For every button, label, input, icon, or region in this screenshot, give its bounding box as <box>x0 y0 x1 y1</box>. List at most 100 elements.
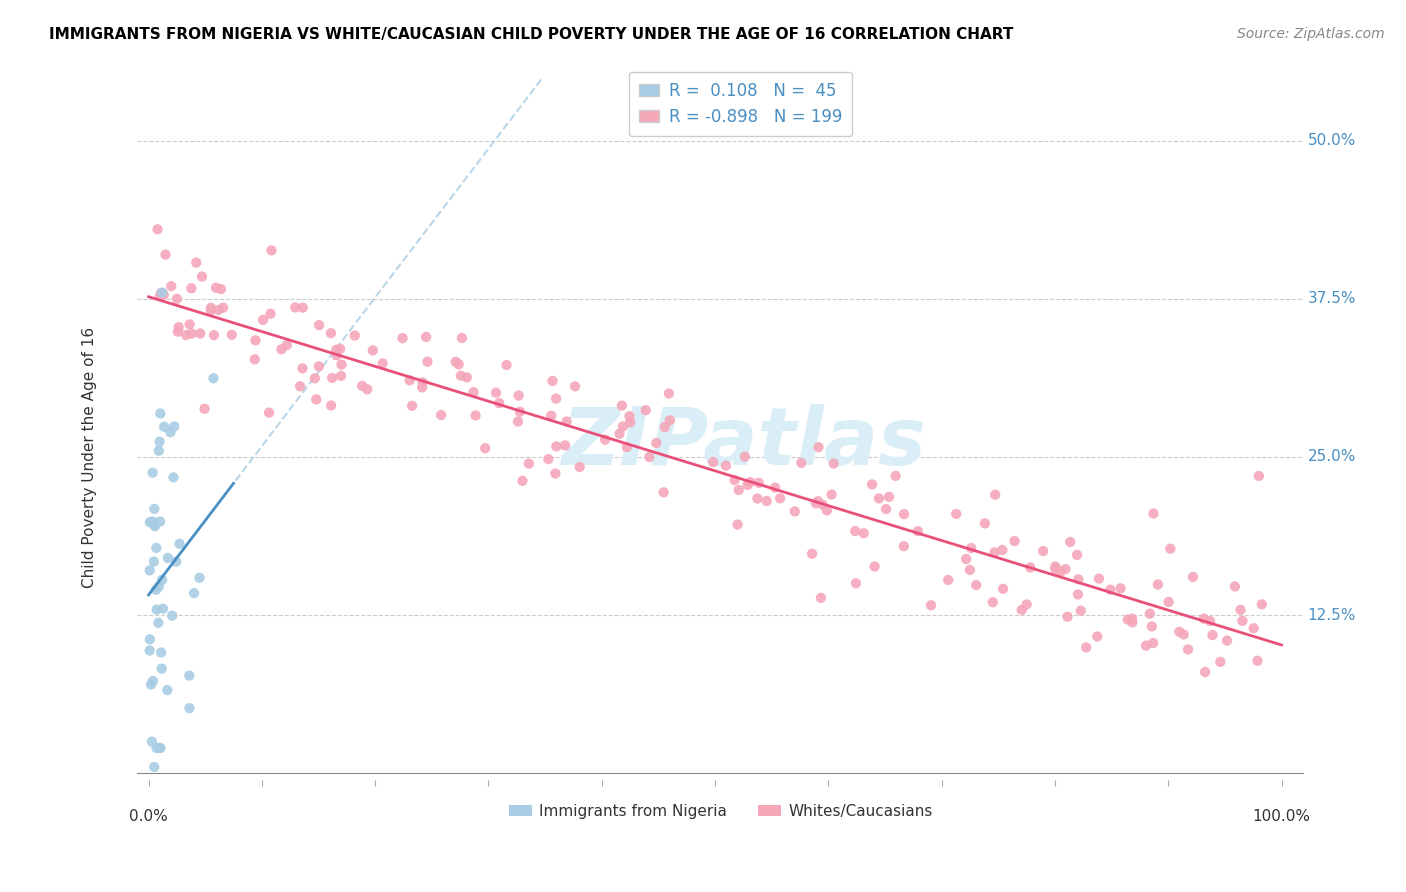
Point <box>145 582 167 597</box>
Point <box>517 457 540 471</box>
Point <box>252 313 274 327</box>
Point <box>139 515 162 529</box>
Point <box>191 269 214 284</box>
Text: IMMIGRANTS FROM NIGERIA VS WHITE/CAUCASIAN CHILD POVERTY UNDER THE AGE OF 16 COR: IMMIGRANTS FROM NIGERIA VS WHITE/CAUCASI… <box>49 27 1014 42</box>
Point <box>747 491 769 506</box>
Point <box>200 303 222 318</box>
Point <box>555 415 578 429</box>
Point <box>540 409 562 423</box>
Point <box>330 368 353 383</box>
Point <box>485 385 508 400</box>
Point <box>149 515 172 529</box>
Point <box>1067 587 1090 601</box>
Point <box>1099 582 1122 597</box>
Point <box>755 494 778 508</box>
Point <box>488 396 510 410</box>
Point <box>783 504 806 518</box>
Point <box>361 343 384 358</box>
Point <box>1121 615 1143 630</box>
Point <box>474 441 496 455</box>
Point <box>179 701 201 715</box>
Point <box>145 741 167 756</box>
Point <box>1070 604 1092 618</box>
Point <box>860 477 883 491</box>
Point <box>243 352 266 367</box>
Point <box>763 481 786 495</box>
Point <box>156 683 179 698</box>
Point <box>245 334 267 348</box>
Point <box>769 491 792 506</box>
Point <box>165 555 187 569</box>
Point <box>1209 655 1232 669</box>
Point <box>907 524 929 538</box>
Point <box>740 475 762 489</box>
Point <box>1121 612 1143 626</box>
Point <box>276 338 298 352</box>
Point <box>308 318 330 332</box>
Point <box>150 573 173 587</box>
Point <box>959 563 981 577</box>
Point <box>1232 614 1254 628</box>
Point <box>1140 619 1163 633</box>
Point <box>1076 640 1098 655</box>
Point <box>209 282 232 296</box>
Text: 0.0%: 0.0% <box>129 809 167 823</box>
Point <box>1067 572 1090 586</box>
Point <box>179 318 201 332</box>
Point <box>609 426 631 441</box>
Point <box>257 406 280 420</box>
Point <box>875 502 897 516</box>
Point <box>143 519 166 533</box>
Point <box>852 526 875 541</box>
Point <box>148 580 170 594</box>
Point <box>1004 534 1026 549</box>
Point <box>991 582 1014 596</box>
Point <box>945 507 967 521</box>
Point <box>512 474 534 488</box>
Point <box>212 301 235 315</box>
Point <box>1066 548 1088 562</box>
Point <box>444 355 467 369</box>
Point <box>884 468 907 483</box>
Point <box>149 406 172 420</box>
Point <box>138 563 160 577</box>
Point <box>845 576 868 591</box>
Point <box>319 326 342 341</box>
Point <box>619 409 641 424</box>
Point <box>163 419 186 434</box>
Point <box>1054 562 1077 576</box>
Point <box>356 382 378 396</box>
Text: Child Poverty Under the Age of 16: Child Poverty Under the Age of 16 <box>82 326 97 588</box>
Point <box>593 433 616 447</box>
Point <box>546 440 568 454</box>
Point <box>141 515 163 529</box>
Point <box>658 413 681 427</box>
Point <box>1142 507 1164 521</box>
Point <box>1032 544 1054 558</box>
Text: 50.0%: 50.0% <box>1308 133 1355 148</box>
Point <box>1045 559 1067 574</box>
Point <box>148 615 170 630</box>
Point <box>162 470 184 484</box>
Point <box>141 734 163 748</box>
Point <box>1194 665 1216 679</box>
Point <box>973 516 995 531</box>
Point <box>981 595 1004 609</box>
Point <box>330 358 353 372</box>
Point <box>352 379 374 393</box>
Point <box>398 373 420 387</box>
Point <box>304 371 326 385</box>
Point <box>169 537 191 551</box>
Point <box>506 415 529 429</box>
Point <box>1045 562 1067 576</box>
Point <box>1015 598 1038 612</box>
Point <box>325 348 347 362</box>
Point <box>790 456 813 470</box>
Point <box>464 409 486 423</box>
Point <box>149 289 172 303</box>
Point <box>456 370 478 384</box>
Point <box>844 524 866 538</box>
Point <box>658 386 681 401</box>
Point <box>748 475 770 490</box>
Point <box>619 415 641 429</box>
